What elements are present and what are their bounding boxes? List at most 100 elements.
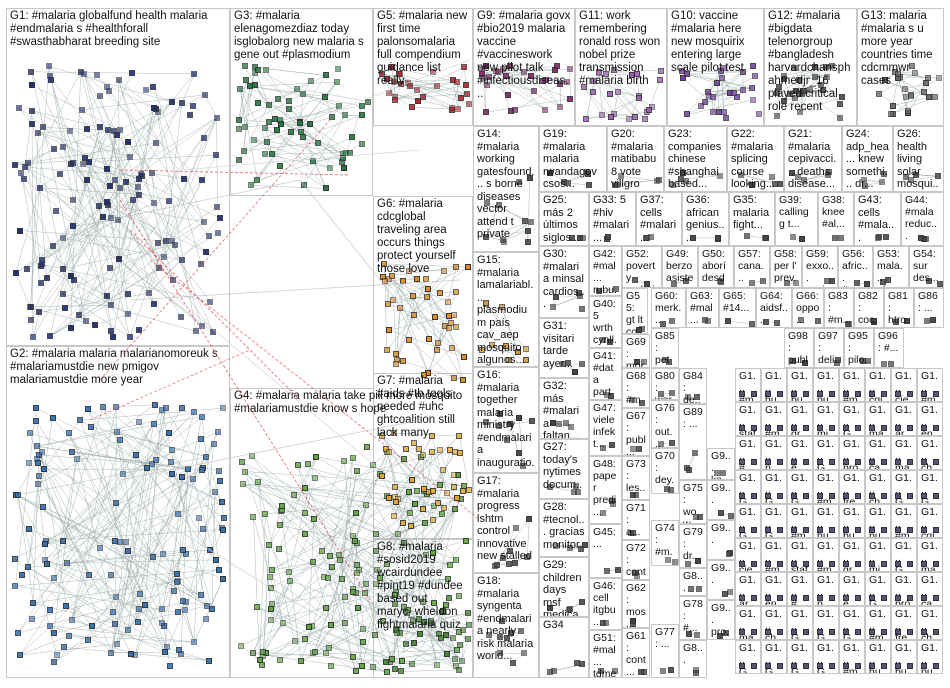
group-label: G58: per l' prev... — [774, 248, 797, 287]
node — [168, 447, 175, 454]
edge — [91, 470, 220, 627]
node — [829, 425, 835, 431]
edge — [15, 273, 31, 308]
node — [116, 539, 123, 546]
node — [279, 619, 286, 626]
node — [714, 80, 721, 87]
node — [444, 298, 451, 305]
group-label: G6: #malaria cdcglobal traveling area oc… — [377, 198, 459, 275]
node — [300, 90, 307, 97]
node — [632, 114, 639, 121]
group-label: G1... p... — [765, 438, 782, 470]
node — [216, 566, 223, 573]
node — [312, 648, 319, 655]
edge — [112, 108, 154, 338]
node — [438, 635, 445, 642]
node — [424, 293, 431, 300]
node — [352, 668, 359, 675]
group-g42: G42: #mal... rubu... toda... — [589, 246, 622, 296]
node — [46, 73, 53, 80]
node — [933, 561, 939, 567]
node — [153, 139, 160, 146]
edge — [329, 458, 353, 557]
edge — [119, 439, 141, 594]
group-g55: G55: gt lt co... — [622, 288, 648, 334]
node — [386, 327, 393, 333]
edge — [395, 496, 457, 499]
node — [135, 183, 142, 190]
edge — [270, 587, 364, 643]
group-g37: G37: cells #malari... — [636, 192, 682, 246]
group-g36: G36: african genius... — [682, 192, 729, 246]
edge — [400, 653, 448, 672]
node — [869, 629, 875, 635]
node — [96, 124, 103, 131]
node — [267, 573, 274, 580]
node — [143, 86, 150, 93]
node — [141, 601, 148, 608]
edge — [115, 117, 217, 180]
edge — [113, 130, 119, 220]
node — [45, 63, 52, 70]
node — [370, 664, 377, 671]
node — [112, 176, 119, 183]
node — [70, 196, 77, 203]
node — [739, 459, 745, 465]
group-label: G1... G... — [791, 642, 808, 674]
node — [306, 120, 313, 127]
group-label: G81: htro... — [888, 290, 910, 327]
node — [370, 462, 377, 469]
node — [482, 109, 489, 116]
node — [904, 108, 911, 115]
group-label: G5: #malaria new first time palonsomalar… — [377, 10, 471, 87]
group-label: G9... — [711, 522, 731, 546]
group-label: G61: cont... — [626, 630, 646, 678]
node — [887, 360, 894, 367]
node — [817, 425, 823, 431]
group-g53: G53: mala... plea... — [873, 246, 909, 288]
node — [213, 152, 220, 159]
node — [322, 93, 329, 100]
node — [262, 510, 269, 517]
node — [205, 657, 212, 664]
small-group-cell: G1... #m... — [891, 504, 917, 538]
node — [803, 493, 809, 499]
node — [765, 629, 771, 635]
node — [423, 276, 430, 283]
group-label: G1... G... — [791, 472, 808, 504]
group-edges — [14, 404, 225, 666]
edge — [71, 541, 115, 620]
group-g93: G9... — [707, 560, 735, 600]
small-group-cell: G1... G... — [891, 538, 917, 572]
node — [112, 593, 119, 600]
node — [110, 608, 117, 615]
node — [386, 448, 393, 455]
node — [869, 425, 875, 431]
edge — [78, 268, 110, 315]
group-label: G3: #malaria elenagomezdiaz today isglob… — [234, 10, 367, 61]
edge — [42, 506, 138, 623]
small-group-cell: G1... ch... — [865, 470, 891, 504]
group-g48: G48: paper predi... — [589, 456, 622, 524]
group-label: G8... — [683, 642, 703, 666]
node — [60, 537, 66, 544]
small-group-cell: G1... ch... — [917, 606, 943, 640]
node — [160, 254, 167, 261]
edge — [99, 463, 152, 549]
edge — [153, 86, 204, 222]
group-label: G1... G... — [921, 472, 938, 504]
node — [149, 554, 156, 561]
edge — [115, 467, 204, 597]
node — [201, 91, 208, 98]
node — [16, 105, 23, 112]
node — [155, 240, 162, 247]
node — [99, 404, 106, 411]
group-label: G55: gt lt co... — [626, 290, 643, 334]
node — [765, 493, 771, 499]
node — [314, 139, 321, 146]
group-label: G95: pilo... — [848, 330, 868, 367]
edge — [94, 314, 129, 326]
node — [751, 391, 757, 397]
node — [203, 453, 210, 460]
node — [168, 459, 175, 466]
